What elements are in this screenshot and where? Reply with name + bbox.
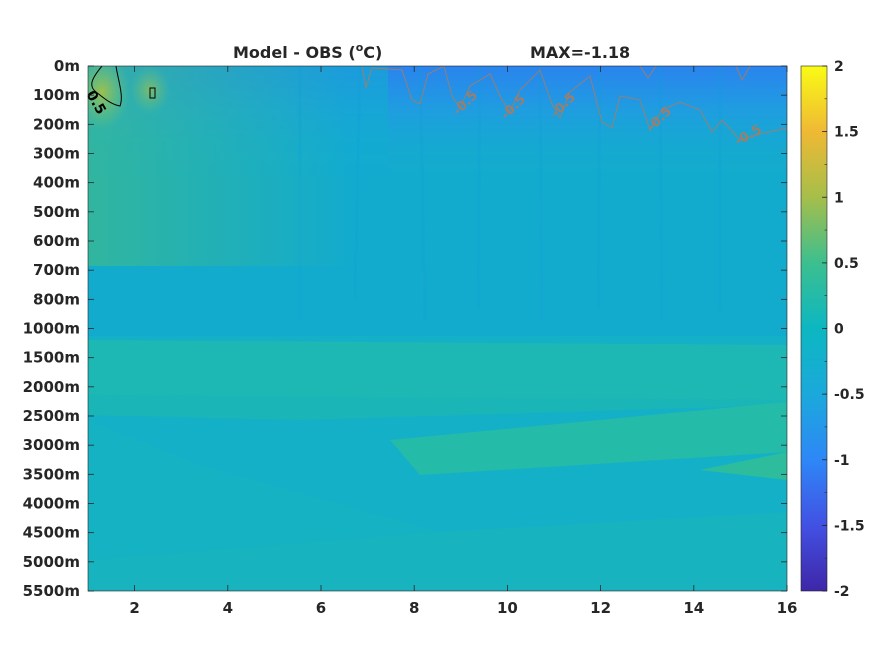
x-tick-label: 4 (223, 599, 233, 617)
x-tick-label: 14 (683, 599, 704, 617)
y-tick-label: 300m (33, 145, 80, 163)
contour-neg-0p5 (361, 66, 787, 141)
colorbar-tick-label: 0 (834, 322, 844, 338)
x-tick-label: 8 (409, 599, 419, 617)
colorbar-tick-label: 1 (834, 190, 844, 206)
colorbar-tick-label: -1.5 (834, 518, 865, 534)
y-tick-label: 0m (54, 57, 80, 75)
y-axis: 0m 100m 200m 300m 400m 500m 600m 700m 800m 1000m 1… (23, 57, 787, 600)
y-tick-label: 600m (33, 232, 80, 250)
y-tick-label: 3000m (23, 436, 80, 454)
y-tick-label: 4500m (23, 524, 80, 542)
y-tick-label: 3500m (23, 465, 80, 483)
colorbar-tick-label: 2 (834, 59, 844, 75)
y-tick-label: 2000m (23, 378, 80, 396)
colorbar-tick-label: -1 (834, 453, 850, 469)
x-tick-label: 16 (777, 599, 798, 617)
y-tick-label: 400m (33, 174, 80, 192)
y-tick-label: 500m (33, 203, 80, 221)
y-tick-label: 1000m (23, 320, 80, 338)
x-axis: 2 4 6 8 10 12 14 16 (129, 66, 797, 617)
x-tick-label: 6 (316, 599, 326, 617)
chart-title: Model - OBS (oC) (233, 41, 382, 62)
y-tick-label: 5500m (23, 582, 80, 600)
y-tick-label: 700m (33, 261, 80, 279)
y-tick-label: 100m (33, 86, 80, 104)
contour-pos-0p5 (91, 66, 122, 107)
chart-max-label: MAX=-1.18 (530, 43, 630, 62)
colorbar-tick-label: 1.5 (834, 125, 859, 141)
y-tick-label: 200m (33, 115, 80, 133)
colorbar-tick-label: -0.5 (834, 387, 865, 403)
y-tick-label: 4000m (23, 495, 80, 513)
colorbar-tick-label: 0.5 (834, 256, 859, 272)
x-tick-label: 2 (129, 599, 139, 617)
colorbar-axis: 2 1.5 1 0.5 0 -0.5 -1 -1.5 -2 (822, 59, 865, 600)
heatmap-field (88, 66, 787, 591)
y-tick-label: 1500m (23, 349, 80, 367)
x-tick-label: 12 (590, 599, 611, 617)
x-tick-label: 10 (497, 599, 518, 617)
y-tick-label: 5000m (23, 553, 80, 571)
y-tick-label: 2500m (23, 407, 80, 425)
y-tick-label: 800m (33, 290, 80, 308)
colorbar-tick-label: -2 (834, 584, 850, 600)
